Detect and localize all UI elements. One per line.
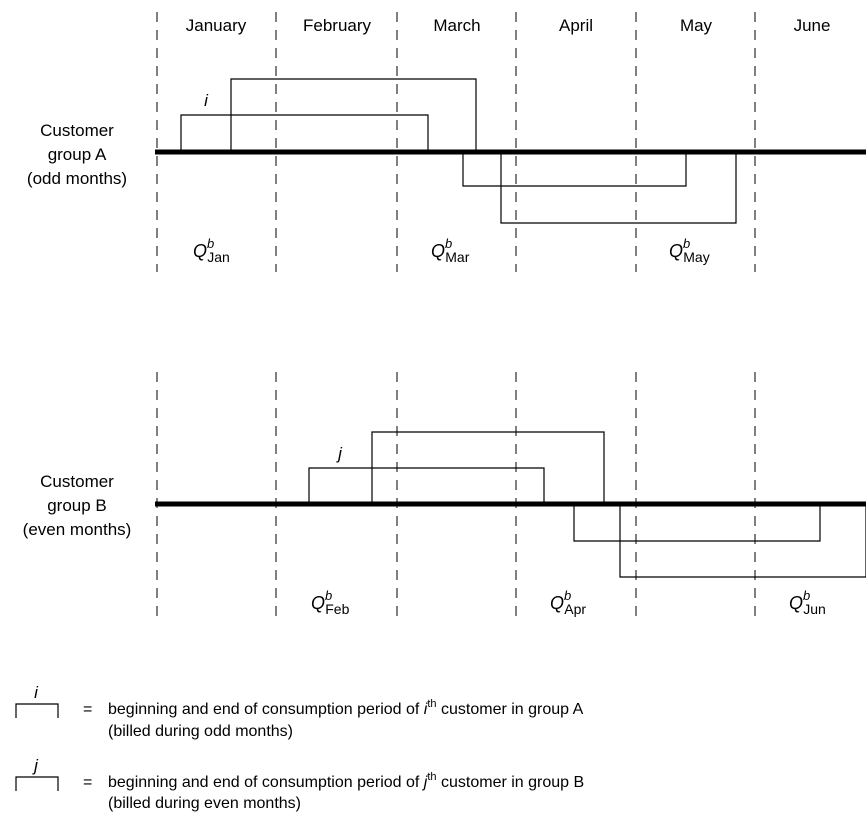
consumption-brackets-group-b [308,431,866,578]
legend-line2: (billed during odd months) [108,723,293,740]
quantity-label-mar: Qb Mar [431,236,470,265]
svg-text:(odd months): (odd months) [27,169,127,188]
quantity-label-feb: Qb Feb [311,588,350,617]
svg-text:(even months): (even months) [23,520,132,539]
month-dividers-group-b [156,372,756,622]
svg-text:group A: group A [48,145,107,164]
legend-item-group-a: i = beginning and end of consumption per… [15,683,584,740]
legend-line1: beginning and end of consumption period … [108,698,584,718]
quantity-label-apr: Qb Apr [550,588,586,617]
legend-line2: (billed during even months) [108,795,301,812]
legend-line1: beginning and end of consumption period … [108,771,584,791]
legend-bracket-symbol [15,703,59,718]
month-label-march: March [433,16,480,35]
legend-bracket-symbol [15,776,59,791]
svg-text:group B: group B [47,496,107,515]
legend-symbol-j: j [32,756,39,775]
month-label-april: April [559,16,593,35]
group-a-label: Customer group A (odd months) [27,121,127,188]
quantity-label-may: Qb May [669,236,710,265]
month-label-february: February [303,16,372,35]
customer-j-tag: j [336,444,343,463]
quantity-label-jun: Qb Jun [789,588,826,617]
legend-symbol-i: i [34,683,39,702]
legend-equals: = [83,701,92,718]
month-label-january: January [186,16,247,35]
group-b-label: Customer group B (even months) [23,472,132,539]
month-dividers-group-a [156,12,756,272]
legend-item-group-b: j = beginning and end of consumption per… [15,756,584,812]
customer-i-tag: i [204,91,209,110]
legend-equals: = [83,774,92,791]
svg-text:Customer: Customer [40,472,114,491]
quantity-label-jan: Qb Jan [193,236,230,265]
svg-text:Customer: Customer [40,121,114,140]
consumption-brackets-group-a [180,78,737,224]
month-label-may: May [680,16,713,35]
month-label-june: June [794,16,831,35]
